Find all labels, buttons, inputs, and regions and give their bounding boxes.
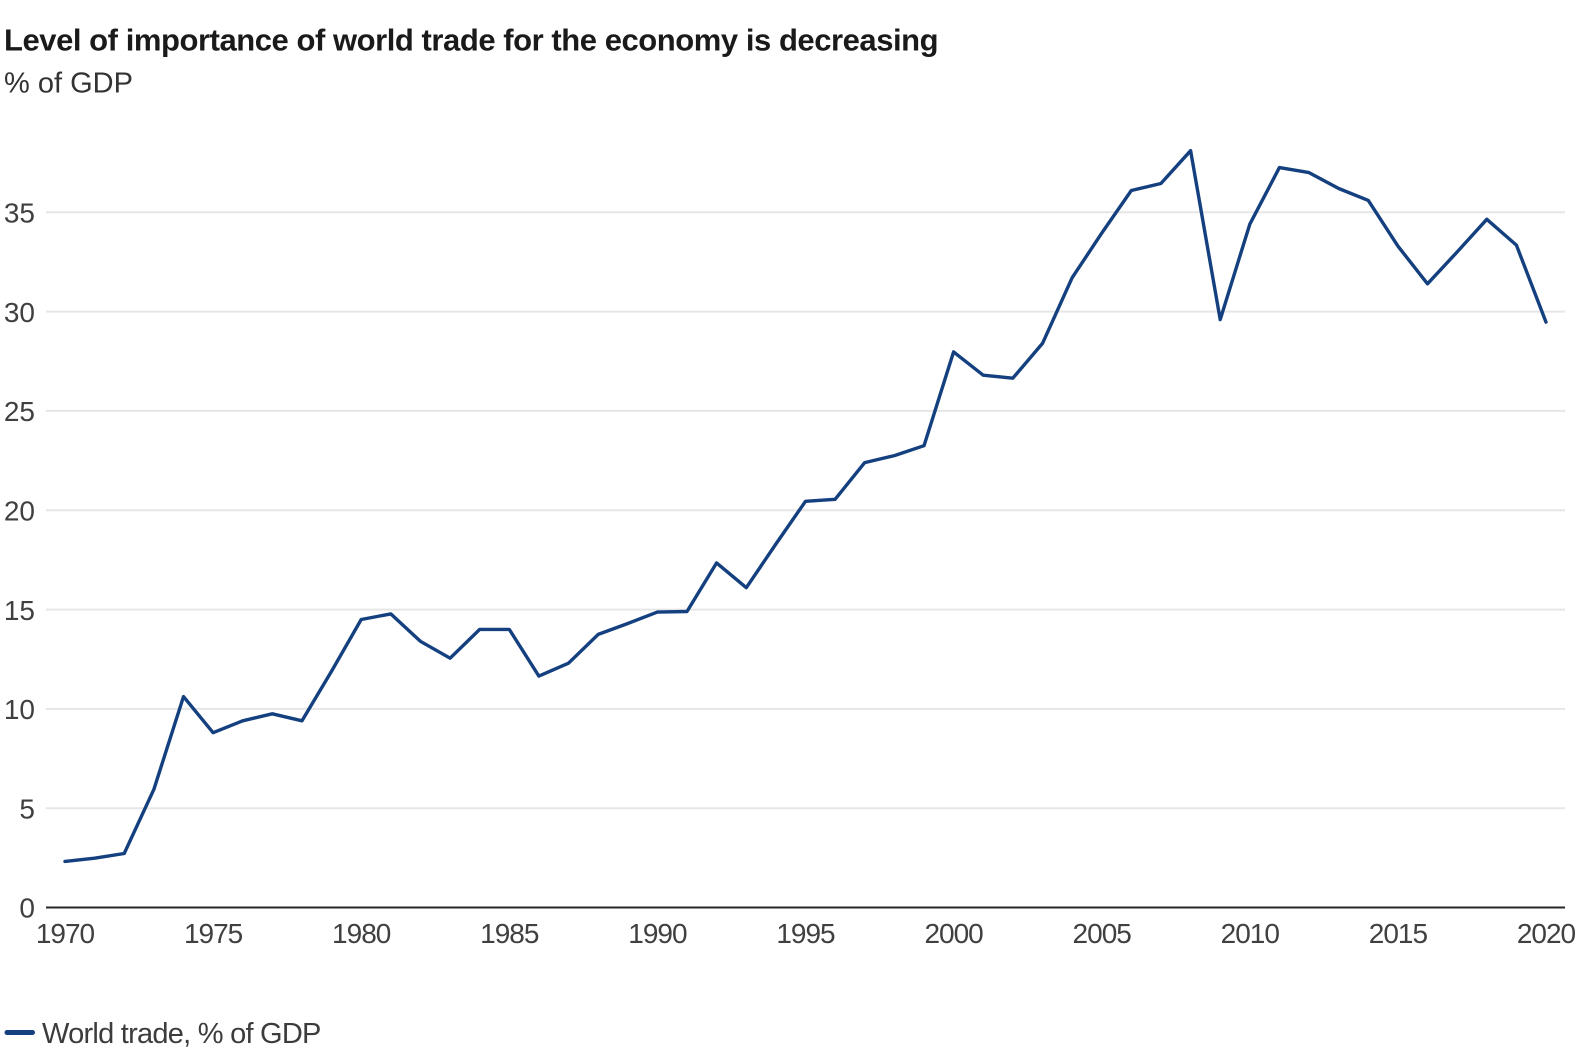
svg-text:1995: 1995 bbox=[776, 918, 835, 949]
svg-text:20: 20 bbox=[4, 495, 35, 526]
svg-text:Level of importance of world t: Level of importance of world trade for t… bbox=[4, 23, 938, 58]
svg-text:25: 25 bbox=[4, 396, 35, 427]
svg-text:10: 10 bbox=[4, 694, 35, 725]
svg-text:2020: 2020 bbox=[1517, 918, 1576, 949]
svg-text:2010: 2010 bbox=[1221, 918, 1280, 949]
svg-text:35: 35 bbox=[4, 198, 35, 229]
svg-text:1990: 1990 bbox=[628, 918, 687, 949]
svg-text:30: 30 bbox=[4, 297, 35, 328]
svg-text:1980: 1980 bbox=[332, 918, 391, 949]
svg-text:2005: 2005 bbox=[1073, 918, 1132, 949]
svg-text:2000: 2000 bbox=[924, 918, 983, 949]
svg-text:1970: 1970 bbox=[36, 918, 95, 949]
svg-text:% of GDP: % of GDP bbox=[4, 68, 133, 100]
svg-text:0: 0 bbox=[19, 893, 35, 924]
svg-text:1975: 1975 bbox=[184, 918, 243, 949]
svg-text:5: 5 bbox=[19, 793, 35, 824]
svg-text:1985: 1985 bbox=[480, 918, 539, 949]
svg-text:15: 15 bbox=[4, 595, 35, 626]
svg-text:2015: 2015 bbox=[1369, 918, 1428, 949]
svg-text:World trade, % of GDP: World trade, % of GDP bbox=[42, 1018, 321, 1050]
